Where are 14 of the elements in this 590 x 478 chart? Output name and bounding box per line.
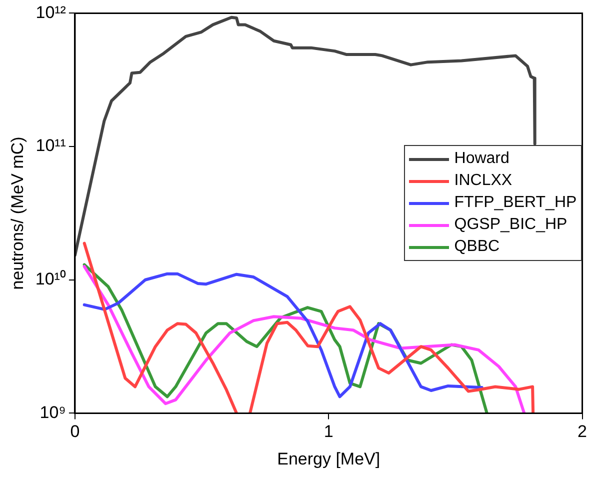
x-tick-label: 0: [70, 422, 80, 442]
y-axis-title: neutrons/ (MeV mC): [8, 136, 27, 290]
legend-label: FTFP_BERT_HP: [454, 193, 577, 214]
x-tick-label: 2: [578, 422, 588, 442]
legend-label: QGSP_BIC_HP: [454, 215, 568, 236]
x-axis-title: Energy [MeV]: [277, 449, 380, 468]
legend-label: QBBC: [454, 237, 500, 258]
x-tick-label: 1: [324, 422, 334, 442]
legend-label: Howard: [454, 149, 510, 170]
y-tick-label: 10¹⁰: [35, 270, 66, 289]
y-tick-label: 10¹¹: [36, 136, 66, 156]
y-tick-label: 10⁹: [40, 402, 66, 422]
legend-label: INCLXX: [454, 171, 512, 192]
y-tick-label: 10¹²: [36, 2, 66, 22]
